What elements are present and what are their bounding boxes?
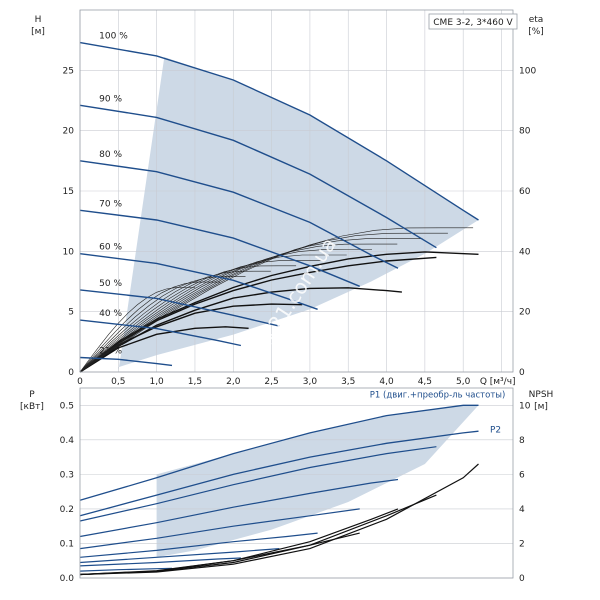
- x-tick-label: 0: [77, 377, 83, 387]
- efficiency-curve: [79, 256, 437, 373]
- iso-efficiency-line: [79, 254, 347, 373]
- head-curve: [79, 289, 280, 327]
- lower-y2-axis-unit: [м]: [534, 402, 548, 412]
- x-tick-label: 1,5: [188, 377, 202, 387]
- head-curve: [79, 209, 360, 287]
- iso-efficiency-line: [79, 238, 423, 373]
- lower-y2-tick-label: 10: [519, 401, 531, 411]
- upper-y-tick-label: 20: [63, 127, 75, 137]
- x-tick-label: 3,0: [303, 377, 318, 387]
- head-curve-label: 80 %: [99, 150, 122, 160]
- upper-y2-axis-unit: [%]: [528, 27, 544, 37]
- upper-y2-tick-label: 100: [519, 66, 536, 76]
- upper-y-tick-label: 10: [63, 247, 75, 257]
- power-curve: [79, 446, 437, 522]
- iso-efficiency-line: [79, 260, 322, 373]
- x-tick-label: 3,5: [341, 377, 355, 387]
- iso-efficiency-line: [79, 232, 448, 373]
- lower-y-tick-label: 0.1: [60, 539, 74, 549]
- iso-efficiency-line: [79, 243, 398, 373]
- chart-title: CME 3-2, 3*460 V: [433, 18, 513, 28]
- head-curve: [79, 41, 479, 221]
- title-box: [428, 13, 518, 30]
- head-curve-label: 21 %: [99, 347, 122, 357]
- upper-y2-tick-label: 20: [519, 308, 531, 318]
- x-tick-label: 2,0: [226, 377, 241, 387]
- power-curve: [79, 478, 399, 538]
- lower-y2-tick-label: 0: [519, 574, 525, 584]
- iso-efficiency-line: [79, 265, 297, 373]
- lower-operating-envelope: [156, 370, 479, 558]
- x-axis-label: Q [м³/ч]: [480, 377, 516, 387]
- lower-y2-tick-label: 2: [519, 539, 525, 549]
- head-curve: [79, 319, 242, 347]
- head-curve-label: 70 %: [99, 199, 122, 209]
- upper-operating-envelope: [118, 57, 479, 372]
- lower-y-axis-name: P: [29, 390, 35, 400]
- upper-y-tick-label: 0: [68, 368, 74, 378]
- power-series-line: [79, 404, 479, 501]
- lower-y-tick-label: 0.0: [60, 574, 75, 584]
- upper-y2-tick-label: 80: [519, 127, 531, 137]
- head-curve: [79, 104, 437, 249]
- head-curve-label: 90 %: [99, 94, 122, 104]
- x-tick-label: 1,0: [149, 377, 164, 387]
- upper-y-axis-unit: [м]: [31, 27, 45, 37]
- head-curve-label: 60 %: [99, 243, 122, 253]
- lower-y-tick-label: 0.4: [60, 436, 75, 446]
- head-curve-label: 50 %: [99, 279, 122, 289]
- upper-y-tick-label: 25: [63, 66, 74, 76]
- lower-y2-tick-label: 6: [519, 470, 525, 480]
- power-curve: [79, 508, 360, 550]
- lower-y-tick-label: 0.3: [60, 470, 74, 480]
- lower-y2-axis-name: NPSH: [529, 390, 554, 400]
- upper-y-tick-label: 15: [63, 187, 74, 197]
- x-tick-label: 2,5: [264, 377, 278, 387]
- efficiency-curve: [79, 326, 249, 373]
- head-curve: [79, 160, 399, 269]
- lower-y-axis-unit: [кВт]: [20, 402, 44, 412]
- upper-y-axis-name: H: [35, 15, 42, 25]
- x-tick-label: 4,0: [379, 377, 394, 387]
- power-curve: [79, 557, 241, 567]
- iso-efficiency-line: [79, 249, 372, 373]
- upper-y-tick-label: 5: [68, 308, 74, 318]
- head-curve-label: 100 %: [99, 32, 128, 42]
- x-tick-label: 0,5: [111, 377, 125, 387]
- power-curve: [79, 548, 280, 564]
- power-series-line: [79, 430, 479, 517]
- x-tick-label: 4,5: [418, 377, 432, 387]
- npsh-curve: [79, 532, 360, 576]
- iso-efficiency-line: [79, 281, 221, 373]
- head-curve: [79, 356, 173, 367]
- upper-plot-frame: [79, 9, 514, 373]
- head-curve: [79, 253, 318, 310]
- lower-plot-frame: [79, 387, 514, 579]
- upper-y2-tick-label: 60: [519, 187, 531, 197]
- head-curve-label: 40 %: [99, 309, 122, 319]
- series-label-p2: P2: [490, 425, 501, 435]
- upper-y2-axis-name: eta: [529, 15, 544, 25]
- iso-efficiency-line: [79, 227, 474, 373]
- series-label-p1: P1 (двиг.+преобр-ль частоты): [370, 391, 506, 401]
- upper-y2-tick-label: 40: [519, 247, 531, 257]
- upper-y2-tick-label: 0: [519, 368, 525, 378]
- lower-y-tick-label: 0.5: [60, 401, 74, 411]
- lower-y-tick-label: 0.2: [60, 505, 74, 515]
- x-tick-label: 5,0: [456, 377, 471, 387]
- lower-y2-tick-label: 8: [519, 436, 525, 446]
- iso-efficiency-line: [79, 287, 195, 373]
- lower-y2-tick-label: 4: [519, 505, 525, 515]
- power-curve: [79, 567, 173, 572]
- power-curve: [79, 532, 318, 558]
